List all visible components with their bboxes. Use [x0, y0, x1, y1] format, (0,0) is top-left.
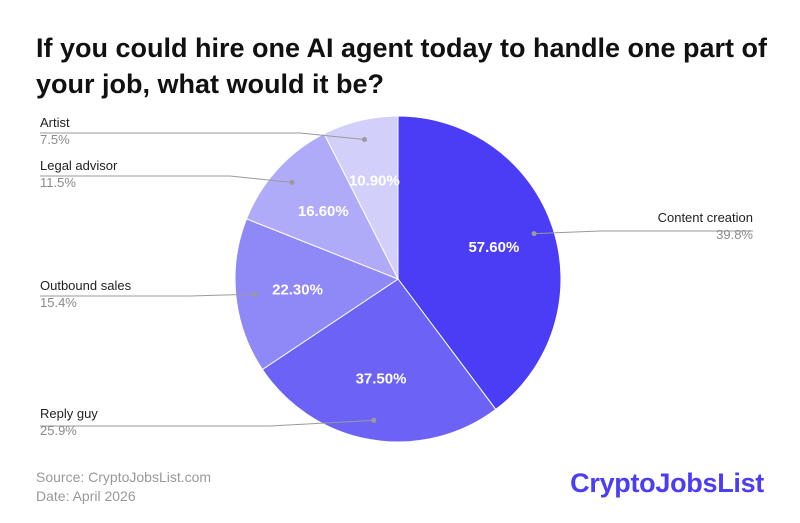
- slice-value-label: 11.5%: [40, 175, 76, 190]
- slice-inner-label: 16.60%: [298, 203, 349, 220]
- slice-value-label: 7.5%: [40, 132, 70, 147]
- callout-line: [40, 293, 256, 297]
- pie-slice-3: [234, 218, 400, 371]
- slice-label: Outbound sales: [40, 278, 132, 293]
- callout-line: [40, 132, 365, 140]
- slice-label: Artist: [40, 115, 70, 130]
- callout-dot: [252, 291, 258, 297]
- callout-dot: [362, 137, 367, 142]
- date-text: Date: April 2026: [36, 488, 136, 504]
- pie-slice-1: [397, 115, 562, 411]
- callout-line: [40, 419, 374, 427]
- slice-inner-label: 10.90%: [349, 173, 400, 190]
- callout-dot: [371, 417, 377, 423]
- slice-value-label: 25.9%: [40, 423, 77, 438]
- callout-line: [40, 175, 293, 183]
- chart-footer: Source: CryptoJobsList.com Date: April 2…: [36, 468, 211, 506]
- callout-dot: [289, 179, 295, 185]
- slice-value-label: 15.4%: [40, 295, 77, 310]
- slice-label: Reply guy: [40, 406, 98, 421]
- pie-slice-5: [323, 115, 399, 280]
- callout-line: [534, 230, 753, 235]
- slice-inner-label: 57.60%: [468, 239, 519, 256]
- brand-logo: CryptoJobsList: [570, 468, 764, 498]
- slice-inner-label: 37.50%: [356, 371, 407, 388]
- pie-slice-2: [261, 278, 497, 443]
- slice-label: Legal advisor: [40, 158, 118, 173]
- callout-dot: [531, 231, 537, 237]
- chart-title: If you could hire one AI agent today to …: [36, 33, 768, 99]
- pie-slice-4: [245, 133, 400, 280]
- slice-value-label: 39.8%: [716, 227, 753, 242]
- slice-label: Content creation: [658, 210, 753, 225]
- slice-inner-label: 22.30%: [272, 282, 323, 299]
- source-text: Source: CryptoJobsList.com: [36, 469, 212, 485]
